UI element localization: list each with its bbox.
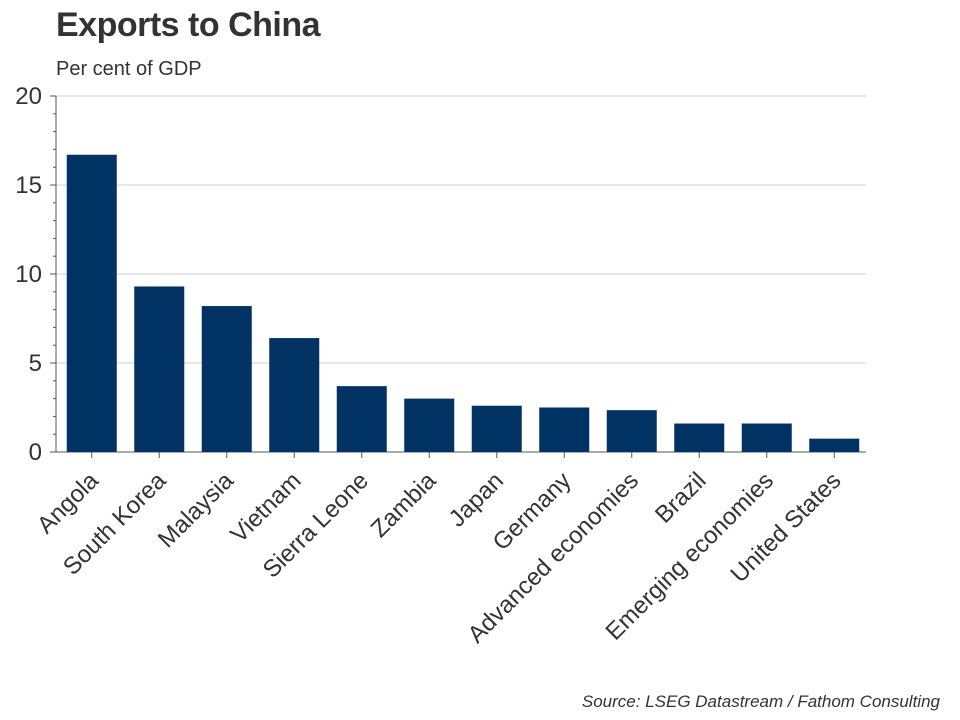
x-tick-label: Malaysia	[153, 467, 240, 554]
x-tick-label: Zambia	[366, 467, 442, 543]
x-tick-label: Brazil	[650, 467, 712, 529]
bar-south-korea	[134, 286, 185, 452]
chart-title: Exports to China	[56, 6, 321, 44]
bar-angola	[66, 154, 117, 453]
x-tick-label: Japan	[444, 467, 509, 532]
bar-zambia	[404, 398, 455, 452]
chart-subtitle: Per cent of GDP	[56, 58, 202, 80]
y-tick-label: 10	[15, 261, 42, 288]
bar-brazil	[674, 423, 725, 452]
y-tick-label: 20	[15, 83, 42, 110]
chart-source: Source: LSEG Datastream / Fathom Consult…	[581, 692, 940, 711]
bar-vietnam	[269, 338, 320, 452]
bar-advanced-economies	[606, 410, 657, 452]
bar-sierra-leone	[336, 386, 387, 452]
bar-malaysia	[201, 306, 252, 452]
bar-united-states	[809, 438, 860, 452]
y-tick-label: 0	[29, 439, 42, 466]
bar-japan	[471, 405, 522, 452]
y-tick-label: 15	[15, 172, 42, 199]
y-tick-label: 5	[29, 350, 42, 377]
bar-germany	[539, 407, 590, 452]
bar-emerging-economies	[741, 423, 792, 452]
